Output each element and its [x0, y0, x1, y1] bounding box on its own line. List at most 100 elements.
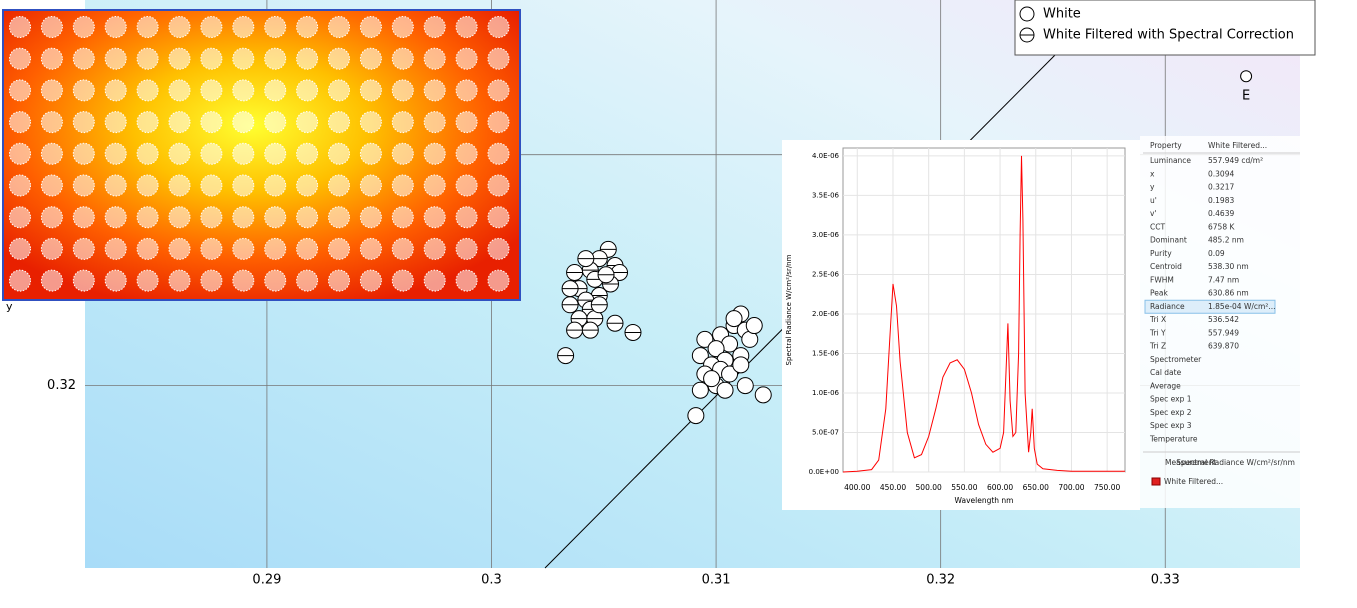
sample-spot	[104, 237, 127, 260]
property-name: Spec exp 1	[1150, 395, 1192, 404]
property-value: 557.949	[1208, 328, 1239, 337]
point-label: E	[1242, 89, 1250, 104]
sample-spot	[232, 16, 255, 38]
sample-spot	[455, 47, 478, 70]
y-axis-title: y	[6, 300, 13, 313]
sample-spot	[296, 16, 319, 38]
point-circle	[732, 356, 750, 374]
y-tick-label: 5.0E-07	[812, 428, 839, 436]
sample-spot	[40, 79, 63, 102]
property-name: Tri Z	[1149, 342, 1166, 351]
property-value: 557.949 cd/m²	[1208, 156, 1263, 165]
legend-column: Measurement	[1165, 458, 1217, 467]
property-name: CCT	[1150, 222, 1165, 231]
point	[566, 321, 584, 339]
point	[1019, 27, 1035, 43]
sample-spot	[455, 269, 478, 292]
point	[754, 386, 772, 404]
sample-spot	[232, 47, 255, 70]
sample-spot	[232, 269, 255, 292]
sample-spot	[104, 16, 127, 38]
sample-spot	[72, 174, 95, 197]
sample-spot	[232, 142, 255, 165]
sample-spot	[391, 79, 414, 102]
x-tick-label: 600.00	[987, 483, 1013, 492]
sample-spot	[487, 237, 510, 260]
sample-spot	[168, 269, 191, 292]
y-tick-label: 0.32	[47, 378, 76, 393]
sample-spot	[487, 174, 510, 197]
sample-spot	[40, 269, 63, 292]
sample-spot	[9, 237, 31, 260]
property-value: 1.85e-04 W/cm²...	[1208, 302, 1275, 311]
sample-spot	[104, 47, 127, 70]
sample-spot	[296, 111, 319, 134]
sample-spot	[391, 237, 414, 260]
property-name: Cal date	[1150, 368, 1182, 377]
point	[561, 280, 579, 298]
sample-spot	[391, 269, 414, 292]
point	[725, 310, 743, 328]
sample-spot	[359, 79, 382, 102]
property-value: 0.3217	[1208, 183, 1234, 192]
sample-spot	[359, 206, 382, 229]
sample-spot	[455, 206, 478, 229]
sample-spot	[104, 206, 127, 229]
property-value: 536.542	[1208, 315, 1239, 324]
sample-spot	[328, 206, 350, 229]
sample-spot	[200, 206, 223, 229]
point	[736, 377, 754, 395]
sample-spot	[328, 237, 350, 260]
y-tick-label: 1.5E-06	[812, 349, 840, 357]
sample-spot	[359, 111, 382, 134]
property-name: Tri Y	[1149, 328, 1166, 337]
sample-spot	[200, 16, 223, 38]
sample-spot	[72, 79, 95, 102]
table-header: Property	[1150, 141, 1182, 150]
x-tick-label: 700.00	[1058, 483, 1084, 492]
sample-spot	[264, 206, 287, 229]
sample-spot	[136, 237, 159, 260]
x-tick-label: 500.00	[916, 483, 942, 492]
sample-spot	[328, 47, 350, 70]
sample-spot	[487, 47, 510, 70]
sample-spot	[264, 47, 287, 70]
property-value: 0.3094	[1208, 169, 1234, 178]
sample-spot	[359, 142, 382, 165]
sample-spot	[136, 206, 159, 229]
property-value: 0.09	[1208, 249, 1225, 258]
x-tick-label: 450.00	[880, 483, 906, 492]
point	[691, 347, 709, 365]
sample-spot	[104, 79, 127, 102]
sample-spot	[487, 79, 510, 102]
x-tick-label: 0.29	[252, 573, 281, 588]
point-circle	[754, 386, 772, 404]
property-name: Centroid	[1150, 262, 1182, 271]
y-tick-label: 3.0E-06	[812, 231, 840, 239]
sample-spot	[487, 269, 510, 292]
sample-spot	[455, 111, 478, 134]
x-tick-label: 750.00	[1094, 483, 1120, 492]
x-tick-label: 550.00	[951, 483, 977, 492]
legend-column: Spectral Radiance W/cm²/sr/nm	[1176, 458, 1295, 467]
property-name: Average	[1150, 381, 1181, 390]
property-name: v'	[1150, 209, 1157, 218]
sample-spot	[9, 79, 31, 102]
sample-spot	[200, 111, 223, 134]
sample-spot	[264, 79, 287, 102]
point-circle	[687, 407, 705, 425]
point-circle	[691, 347, 709, 365]
sample-spot	[9, 206, 31, 229]
y-tick-label: 0.0E+00	[809, 468, 839, 476]
point-circle	[696, 330, 714, 348]
sample-spot	[328, 16, 350, 38]
sample-spot	[72, 16, 95, 38]
sample-spot	[359, 174, 382, 197]
point	[561, 296, 579, 314]
sample-spot	[168, 111, 191, 134]
sample-spot	[40, 174, 63, 197]
sample-spot	[72, 142, 95, 165]
sample-spot	[423, 206, 446, 229]
property-name: Dominant	[1150, 236, 1187, 245]
y-axis-title: Spectral Radiance W/cm²/sr/nm	[785, 254, 793, 365]
